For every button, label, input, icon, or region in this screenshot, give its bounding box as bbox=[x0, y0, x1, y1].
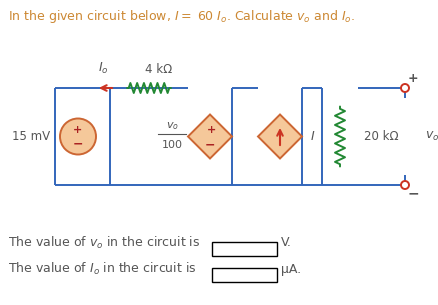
Text: $v_o$: $v_o$ bbox=[166, 121, 179, 132]
FancyBboxPatch shape bbox=[212, 242, 277, 256]
Circle shape bbox=[60, 119, 96, 155]
Text: $v_o$: $v_o$ bbox=[425, 130, 438, 143]
Text: $I$: $I$ bbox=[310, 130, 315, 143]
Text: 20 kΩ: 20 kΩ bbox=[364, 130, 399, 143]
Polygon shape bbox=[258, 114, 302, 159]
Text: +: + bbox=[74, 125, 83, 135]
FancyBboxPatch shape bbox=[212, 268, 277, 282]
Text: −: − bbox=[407, 186, 419, 200]
Polygon shape bbox=[188, 114, 232, 159]
Text: +: + bbox=[207, 125, 217, 135]
Text: −: − bbox=[73, 137, 83, 150]
Text: V.: V. bbox=[281, 236, 292, 249]
Text: $I_o$: $I_o$ bbox=[98, 61, 109, 76]
Circle shape bbox=[401, 181, 409, 189]
Text: 4 kΩ: 4 kΩ bbox=[145, 63, 173, 76]
Text: +: + bbox=[408, 71, 418, 84]
Text: 15 mV: 15 mV bbox=[12, 130, 50, 143]
Text: 100: 100 bbox=[162, 141, 183, 150]
Text: −: − bbox=[205, 138, 215, 151]
Text: μA.: μA. bbox=[281, 263, 301, 275]
Text: The value of $I_o$ in the circuit is: The value of $I_o$ in the circuit is bbox=[8, 261, 197, 277]
Circle shape bbox=[401, 84, 409, 92]
Text: In the given circuit below, $I=$ 60 $I_o$. Calculate $v_o$ and $I_o$.: In the given circuit below, $I=$ 60 $I_o… bbox=[8, 8, 355, 25]
Text: The value of $v_o$ in the circuit is: The value of $v_o$ in the circuit is bbox=[8, 235, 200, 251]
